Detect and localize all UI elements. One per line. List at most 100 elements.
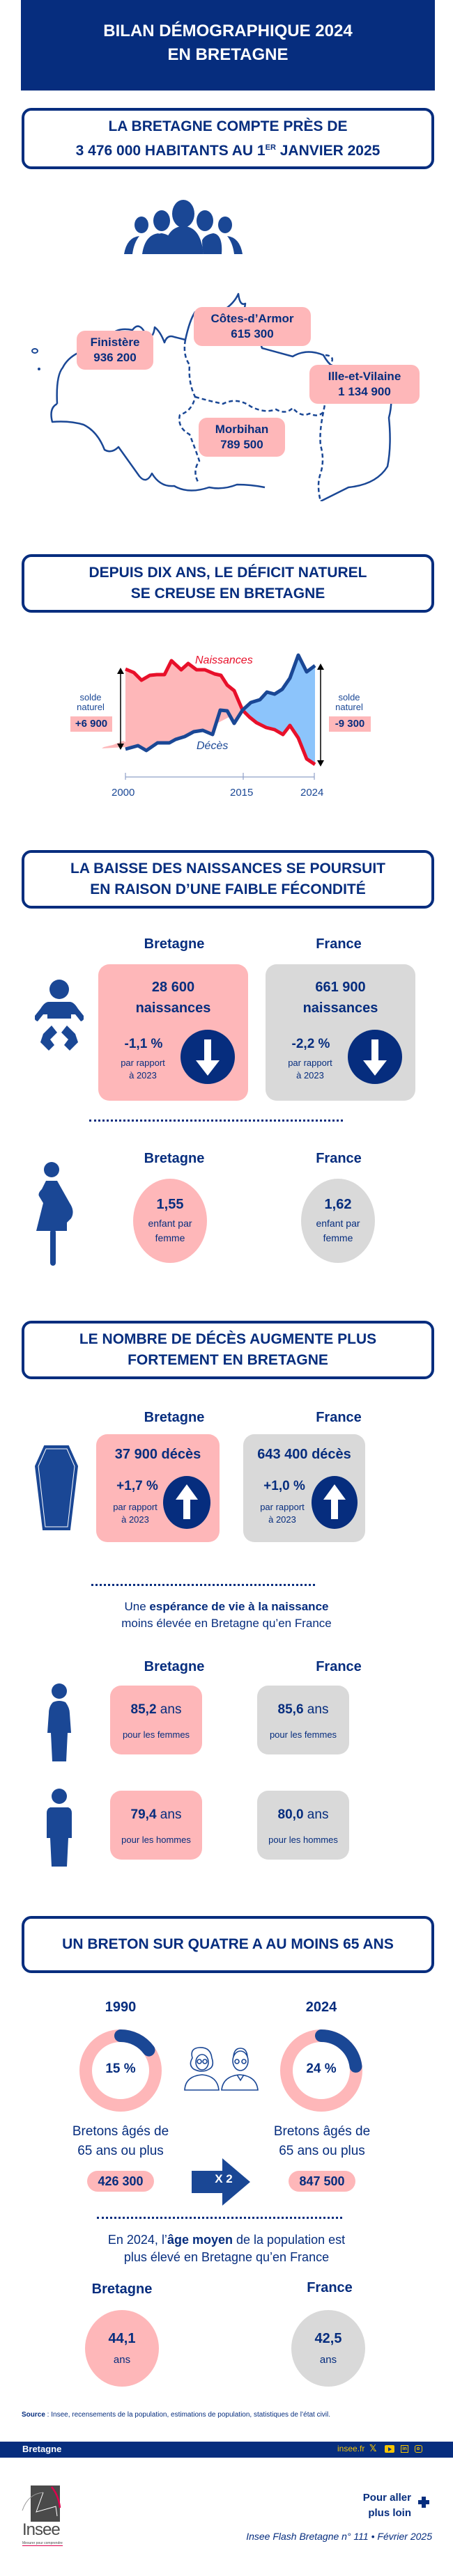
insee-logo-word: Insee xyxy=(22,2520,61,2539)
deaths-title-line1: LE NOMBRE DE DÉCÈS AUGMENTE PLUS xyxy=(79,1331,377,1347)
deaths-bretagne-count: 37 900 décès xyxy=(114,1447,201,1462)
instagram-icon[interactable] xyxy=(415,2445,422,2453)
life-men-bretagne: 79,4 ans pour les hommes xyxy=(110,1791,202,1860)
donut-1990 xyxy=(79,2029,162,2112)
population-title-line1: LA BRETAGNE COMPTE PRÈS DE xyxy=(108,118,348,134)
natural-balance-title-line1: DEPUIS DIX ANS, LE DÉFICIT NATUREL xyxy=(89,565,367,581)
map-label-ille-et-vilaine: Ille-et-Vilaine 1 134 900 xyxy=(309,365,420,404)
births-france-compare: par rapport à 2023 xyxy=(288,1058,332,1081)
deaths-bretagne-change: +1,7 % xyxy=(116,1479,158,1493)
linkedin-icon[interactable]: in xyxy=(401,2445,408,2453)
section-title-natural-balance: DEPUIS DIX ANS, LE DÉFICIT NATUREL SE CR… xyxy=(22,554,434,613)
right-arrow-icon xyxy=(192,2158,250,2206)
births-col-france: France xyxy=(316,936,362,952)
footer-bar: Bretagne insee.fr 𝕏 in xyxy=(0,2442,453,2458)
population-title-line2: 3 476 000 HABITANTS AU 1ER JANVIER 2025 xyxy=(75,142,381,159)
births-bretagne-unit: naissances xyxy=(135,1000,211,1016)
fertility-bretagne-value: 1,55 xyxy=(156,1197,184,1212)
births-france-count: 661 900 xyxy=(315,980,366,995)
births-bretagne-count: 28 600 xyxy=(151,980,195,995)
donut-2024 xyxy=(280,2029,362,2112)
down-arrow-icon xyxy=(348,1030,402,1084)
map-label-finistere: Finistère 936 200 xyxy=(77,331,153,370)
up-arrow-icon xyxy=(163,1476,210,1529)
section-title-deaths: LE NOMBRE DE DÉCÈS AUGMENTE PLUS FORTEME… xyxy=(22,1321,434,1379)
youtube-icon[interactable] xyxy=(385,2445,394,2453)
life-men-france: 80,0 ans pour les hommes xyxy=(257,1791,349,1860)
life-col-france: France xyxy=(316,1659,362,1674)
fertility-france-unit1: enfant par xyxy=(316,1218,360,1229)
insee-site-link[interactable]: insee.fr xyxy=(337,2444,365,2453)
deaths-col-france: France xyxy=(316,1410,362,1425)
more-info-link[interactable]: Pour aller plus loin xyxy=(362,2492,411,2519)
coffin-icon xyxy=(35,1445,78,1530)
multiplier-label: X 2 xyxy=(215,2172,233,2185)
publication-reference: Insee Flash Bretagne n° 111 • Février 20… xyxy=(246,2531,432,2542)
fertility-col-france: France xyxy=(316,1151,362,1166)
desc-2024: Bretons âgés de 65 ans ou plus xyxy=(273,2124,371,2158)
insee-logo: Insee Mesurer pour comprendre xyxy=(21,2484,77,2547)
mean-age-bretagne-value: 44,1 xyxy=(108,2331,136,2346)
mean-age-intro: En 2024, l’âge moyen de la population es… xyxy=(107,2233,346,2264)
fertility-france-value: 1,62 xyxy=(324,1197,352,1212)
mean-age-col-bretagne: Bretagne xyxy=(91,2282,153,2297)
x-icon[interactable]: 𝕏 xyxy=(369,2443,377,2453)
births-title-line1: LA BAISSE DES NAISSANCES SE POURSUIT xyxy=(70,861,385,877)
natural-balance-title-line2: SE CREUSE EN BRETAGNE xyxy=(130,586,325,602)
section-title-births: LA BAISSE DES NAISSANCES SE POURSUIT EN … xyxy=(22,850,434,909)
plus-icon[interactable] xyxy=(418,2497,429,2508)
mean-age-france-unit: ans xyxy=(319,2354,337,2366)
deaths-france-count: 643 400 décès xyxy=(257,1447,351,1462)
fertility-france-unit2: femme xyxy=(323,1232,353,1243)
deaths-title-line2: FORTEMENT EN BRETAGNE xyxy=(128,1352,328,1368)
desc-1990: Bretons âgés de 65 ans ou plus xyxy=(72,2124,169,2158)
source-note: Source : Insee, recensements de la popul… xyxy=(22,2411,331,2419)
divider xyxy=(91,1584,315,1586)
insee-logo-mark xyxy=(22,2485,61,2522)
section-title-population: LA BRETAGNE COMPTE PRÈS DE 3 476 000 HAB… xyxy=(22,108,434,169)
mean-age-col-france: France xyxy=(307,2280,353,2295)
births-col-bretagne: Bretagne xyxy=(144,936,205,952)
header-title-line2: EN BRETAGNE xyxy=(167,45,289,64)
fertility-oval-bretagne: 1,55 enfant par femme xyxy=(133,1179,207,1263)
life-women-bretagne: 85,2 ans pour les femmes xyxy=(110,1686,202,1754)
chart-label-births: Naissances xyxy=(195,654,253,666)
woman-icon xyxy=(47,1683,71,1761)
life-col-bretagne: Bretagne xyxy=(144,1659,205,1674)
fertility-col-bretagne: Bretagne xyxy=(144,1151,205,1166)
section-title-aging: UN BRETON SUR QUATRE A AU MOINS 65 ANS xyxy=(22,1916,434,1973)
baby-icon xyxy=(35,980,84,1051)
right-solde-label: solde naturel xyxy=(335,692,363,712)
left-solde-label: solde naturel xyxy=(77,692,105,712)
fertility-bretagne-unit1: enfant par xyxy=(148,1218,192,1229)
divider xyxy=(89,1120,343,1122)
deaths-bretagne-compare: par rapport à 2023 xyxy=(113,1502,158,1525)
births-card-bretagne: 28 600 naissances -1,1 % par rapport à 2… xyxy=(98,964,248,1101)
mean-age-oval-bretagne: 44,1 ans xyxy=(85,2310,159,2387)
deaths-card-france: 643 400 décès +1,0 % par rapport à 2023 xyxy=(243,1434,365,1542)
life-expectancy-intro: Une espérance de vie à la naissance moin… xyxy=(121,1600,332,1630)
mean-age-france-value: 42,5 xyxy=(314,2331,342,2346)
deaths-card-bretagne: 37 900 décès +1,7 % par rapport à 2023 xyxy=(96,1434,220,1542)
count-1990: 426 300 xyxy=(87,2171,154,2192)
mean-age-bretagne-unit: ans xyxy=(113,2354,131,2366)
natural-balance-chart xyxy=(102,653,324,780)
x-tick-2024: 2024 xyxy=(300,787,324,799)
insee-logo-tagline: Mesurer pour comprendre xyxy=(22,2541,63,2546)
map-label-cotes-darmor: Côtes-d’Armor 615 300 xyxy=(194,307,311,346)
x-tick-2000: 2000 xyxy=(112,787,135,799)
births-france-change: -2,2 % xyxy=(291,1037,330,1051)
aging-title: UN BRETON SUR QUATRE A AU MOINS 65 ANS xyxy=(62,1936,394,1952)
elderly-couple-icon xyxy=(184,2047,259,2091)
births-france-unit: naissances xyxy=(302,1000,378,1016)
deaths-france-compare: par rapport à 2023 xyxy=(260,1502,305,1525)
aging-year-1990: 1990 xyxy=(105,2000,137,2015)
count-2024: 847 500 xyxy=(289,2171,355,2192)
births-bretagne-compare: par rapport à 2023 xyxy=(121,1058,165,1081)
left-solde-value: +6 900 xyxy=(70,716,112,732)
mean-age-oval-france: 42,5 ans xyxy=(291,2310,365,2387)
births-bretagne-change: -1,1 % xyxy=(124,1037,163,1051)
aging-year-2024: 2024 xyxy=(305,2000,337,2015)
fertility-oval-france: 1,62 enfant par femme xyxy=(301,1179,375,1263)
deaths-col-bretagne: Bretagne xyxy=(144,1410,205,1425)
